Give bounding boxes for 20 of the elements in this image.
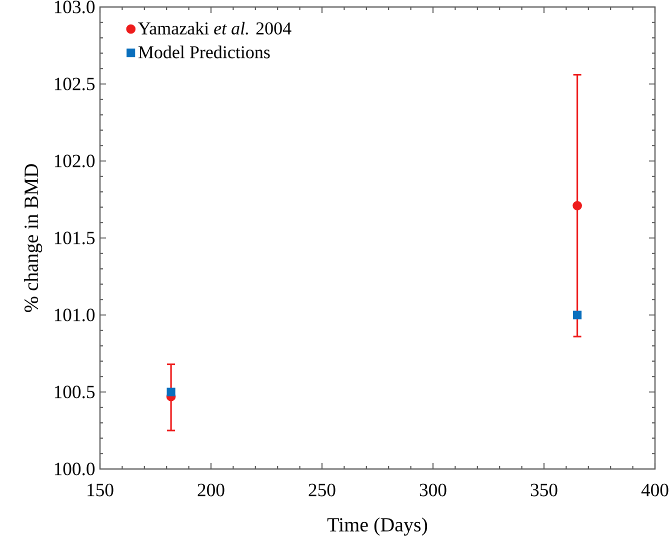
- y-tick-label: 101.5: [54, 232, 95, 244]
- x-tick-label: 150: [88, 484, 114, 496]
- x-tick-label: 300: [420, 484, 446, 496]
- point: [572, 200, 582, 210]
- legend-label: Yamazaki et al. 2004: [138, 22, 292, 35]
- x-tick-label: 400: [641, 484, 668, 496]
- y-tick-label: 101.0: [54, 308, 95, 322]
- y-tick-label: 102.5: [54, 78, 95, 90]
- x-tick-label: 200: [198, 484, 224, 496]
- x-tick-label: 350: [530, 484, 558, 496]
- y-axis-title: % change in BMD: [24, 164, 42, 312]
- x-axis-title: Time (Days): [327, 517, 428, 536]
- point: [573, 310, 582, 320]
- x-tick-label: 250: [308, 484, 336, 496]
- y-tick-label: 100.0: [54, 462, 95, 476]
- y-tick-label: 103.0: [54, 0, 95, 14]
- y-tick-label: 100.5: [54, 386, 95, 398]
- point: [166, 388, 176, 396]
- y-tick-label: 102.0: [54, 154, 95, 168]
- legend-label: Model Predictions: [138, 46, 270, 58]
